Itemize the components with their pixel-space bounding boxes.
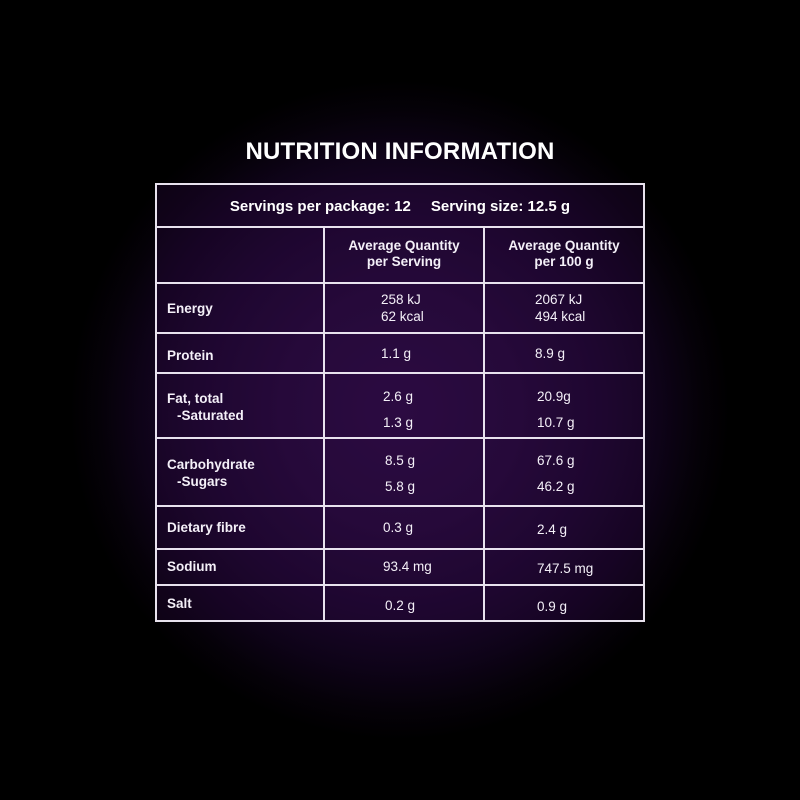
row-sublabel-saturated: -Saturated bbox=[177, 408, 244, 423]
row-label-carbohydrate: Carbohydrate -Sugars bbox=[167, 457, 255, 489]
protein-per-100g: 8.9 g bbox=[535, 346, 566, 361]
row-label-sodium: Sodium bbox=[167, 559, 217, 574]
column-divider bbox=[323, 227, 325, 620]
page-title: NUTRITION INFORMATION bbox=[245, 138, 555, 165]
sodium-per-serving: 93.4 mg bbox=[383, 559, 432, 574]
servings-per-package: Servings per package: 12 bbox=[229, 197, 411, 215]
row-label-protein: Protein bbox=[167, 348, 214, 363]
header-per-serving: Average Quantity per Serving bbox=[348, 238, 460, 269]
energy-per-100g: 2067 kJ 494 kcal bbox=[535, 292, 586, 324]
divider bbox=[157, 437, 643, 439]
divider bbox=[157, 226, 643, 228]
header-per-100g: Average Quantity per 100 g bbox=[508, 238, 620, 269]
salt-per-serving: 0.2 g bbox=[385, 598, 416, 613]
salt-per-100g: 0.9 g bbox=[537, 599, 568, 614]
row-label-dietary-fibre: Dietary fibre bbox=[167, 520, 246, 535]
divider bbox=[157, 332, 643, 334]
fat-per-serving: 2.6 g 1.3 g bbox=[383, 389, 414, 430]
protein-per-serving: 1.1 g bbox=[381, 346, 412, 361]
row-label-energy: Energy bbox=[167, 301, 213, 316]
column-divider bbox=[483, 227, 485, 620]
servings-row: Servings per package: 12 Serving size: 1… bbox=[157, 185, 643, 227]
row-label-fat: Fat, total -Saturated bbox=[167, 391, 244, 423]
energy-per-serving: 258 kJ 62 kcal bbox=[381, 292, 424, 324]
sodium-per-100g: 747.5 mg bbox=[537, 561, 594, 576]
serving-size: Serving size: 12.5 g bbox=[430, 197, 571, 215]
row-sublabel-sugars: -Sugars bbox=[177, 474, 228, 489]
row-label-salt: Salt bbox=[167, 596, 192, 611]
carbohydrate-per-serving: 8.5 g 5.8 g bbox=[385, 453, 416, 494]
fat-per-100g: 20.9g 10.7 g bbox=[537, 389, 575, 430]
fibre-per-serving: 0.3 g bbox=[383, 520, 414, 535]
divider bbox=[157, 505, 643, 507]
nutrition-table: Servings per package: 12 Serving size: 1… bbox=[155, 183, 645, 622]
fibre-per-100g: 2.4 g bbox=[537, 522, 568, 537]
divider bbox=[157, 548, 643, 550]
carbohydrate-per-100g: 67.6 g 46.2 g bbox=[537, 453, 575, 494]
divider bbox=[157, 372, 643, 374]
divider bbox=[157, 584, 643, 586]
divider bbox=[157, 282, 643, 284]
